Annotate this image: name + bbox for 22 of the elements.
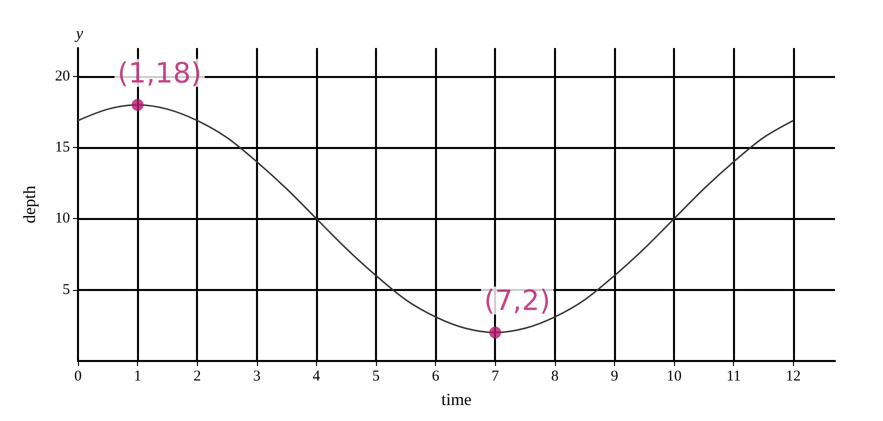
- x-tick-label: 10: [666, 368, 682, 384]
- x-tick-label: 7: [491, 368, 500, 384]
- x-axis-title: time: [441, 390, 472, 409]
- x-tick-label: 9: [610, 368, 618, 384]
- y-tick-label: 5: [62, 282, 70, 298]
- x-tick-label: 11: [726, 368, 741, 384]
- x-tick-label: 6: [432, 368, 440, 384]
- x-tick-label: 1: [134, 368, 142, 384]
- y-axis-title: depth: [20, 185, 39, 224]
- annotation: (7,2): [484, 284, 550, 318]
- x-tick-label: 4: [312, 368, 321, 384]
- x-tick-label: 0: [74, 368, 82, 384]
- x-tick-label: 8: [551, 368, 559, 384]
- x-tick-label: 3: [253, 368, 261, 384]
- x-tick-label: 2: [193, 368, 201, 384]
- y-tick-label: 10: [55, 210, 70, 227]
- x-tick-label: 5: [372, 368, 380, 384]
- annotation: (1,18): [118, 56, 202, 90]
- x-tick-label: 12: [786, 368, 801, 384]
- y-tick-label: 20: [55, 68, 70, 84]
- y-tick-label: 15: [55, 140, 70, 156]
- text: y: [74, 26, 84, 42]
